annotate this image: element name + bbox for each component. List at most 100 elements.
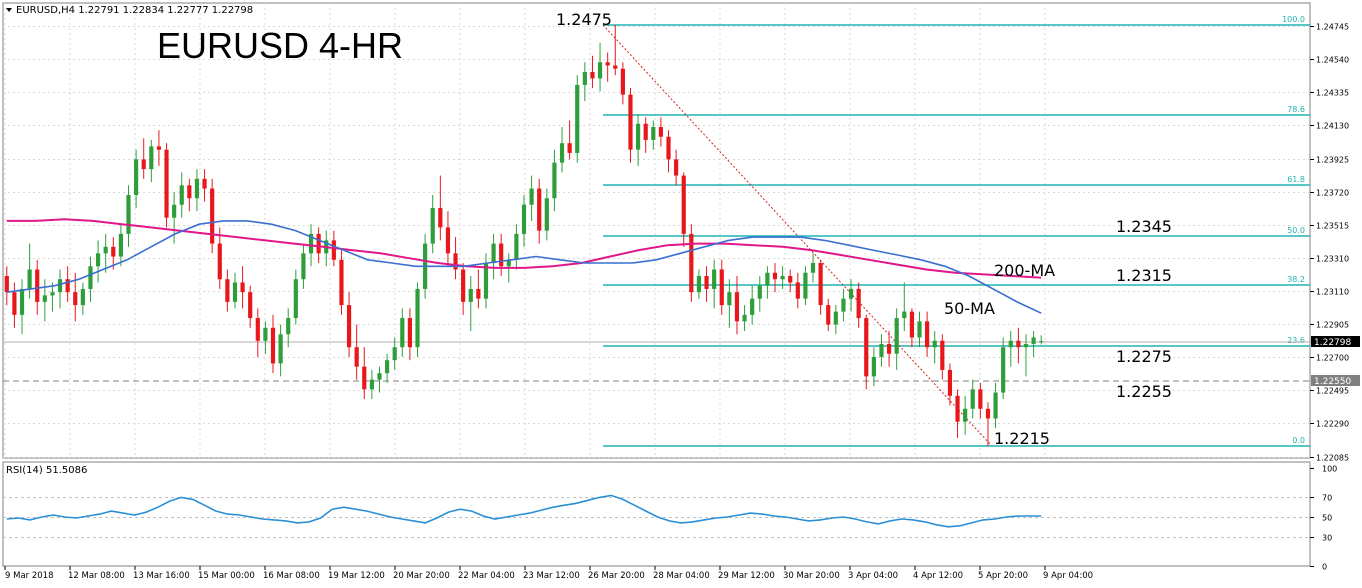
candle <box>597 42 603 92</box>
candle-body <box>339 259 344 306</box>
candle-body <box>894 318 899 354</box>
candle-body <box>362 366 367 390</box>
candle <box>864 314 869 390</box>
candle-body <box>240 282 245 293</box>
candle-body <box>848 288 854 299</box>
candle-body <box>795 282 800 299</box>
candle-body <box>871 356 876 377</box>
hline-price-tag-text: 1.22550 <box>1314 377 1351 387</box>
fib-label-100: 100.0 <box>1282 15 1305 24</box>
rsi-tick-label: 100 <box>1322 465 1337 474</box>
candle <box>742 305 747 332</box>
candle-body <box>750 298 755 315</box>
rsi-label: RSI(14) 51.5086 <box>6 465 87 476</box>
candle <box>605 52 610 82</box>
candle <box>95 240 101 283</box>
candle <box>88 256 93 302</box>
rsi-tick-label: 30 <box>1322 534 1332 543</box>
candle-body <box>521 204 527 234</box>
candle <box>362 347 367 400</box>
rsi-grid <box>3 497 1310 538</box>
candle-body <box>118 233 123 257</box>
candle <box>689 224 694 302</box>
candle-body <box>80 288 85 306</box>
candle <box>613 25 618 76</box>
candle <box>65 266 70 302</box>
candle-body <box>316 233 321 254</box>
price-tick-label: 1.22495 <box>1316 387 1349 396</box>
candle-body <box>879 343 884 357</box>
candle-body <box>415 288 420 348</box>
rsi-panel-frame <box>2 461 1311 567</box>
fibonacci-levels <box>603 24 1310 447</box>
time-tick-label: 16 Mar 08:00 <box>263 571 320 581</box>
candle <box>392 337 397 370</box>
candle <box>270 314 276 374</box>
candle-body <box>270 327 276 364</box>
candle-body <box>765 272 770 286</box>
candle-body <box>856 288 861 319</box>
candle-body <box>57 279 63 293</box>
candle-body <box>506 259 511 267</box>
candle-body <box>179 185 184 205</box>
candle <box>544 188 549 241</box>
dropdown-triangle-icon[interactable] <box>6 8 12 12</box>
candle-body <box>864 318 869 377</box>
symbol-info-text: EURUSD,H4 1.22791 1.22834 1.22777 1.2279… <box>16 5 253 16</box>
candle <box>582 62 587 102</box>
candle-body <box>438 207 443 228</box>
candle <box>156 130 162 166</box>
candle-body <box>628 94 633 150</box>
candle <box>765 266 770 299</box>
candle-body <box>1023 343 1029 348</box>
symbol-info[interactable]: EURUSD,H4 1.22791 1.22834 1.22777 1.2279… <box>6 5 253 16</box>
candle <box>567 120 572 160</box>
time-tick-label: 26 Mar 20:00 <box>588 571 645 581</box>
candle <box>590 55 595 89</box>
candle-body <box>232 282 238 302</box>
candle-body <box>635 123 641 150</box>
candle-body <box>582 71 587 85</box>
candle-body <box>499 243 504 267</box>
candle-body <box>620 68 625 95</box>
candle <box>57 269 63 309</box>
candle-body <box>95 253 101 267</box>
price-tick-label: 1.23515 <box>1316 222 1349 231</box>
candle <box>339 250 344 315</box>
candle-body <box>202 178 207 189</box>
candle-body <box>149 146 154 170</box>
candle <box>841 288 846 322</box>
candle-body <box>445 227 451 254</box>
time-tick-label: 5 Apr 20:00 <box>978 571 1028 581</box>
time-tick-label: 30 Mar 20:00 <box>783 571 840 581</box>
annotation-ma50: 50-MA <box>944 299 995 318</box>
candle <box>149 139 154 183</box>
candle <box>788 269 793 293</box>
candle <box>316 227 321 264</box>
candle-body <box>818 263 823 306</box>
fib-label-618: 61.8 <box>1287 175 1305 184</box>
candle-body <box>392 347 397 361</box>
rsi-tick-label: 0 <box>1322 563 1327 572</box>
candle <box>369 369 374 400</box>
candle <box>407 308 413 361</box>
candle-body <box>126 195 131 234</box>
candle <box>810 253 816 283</box>
price-tick-label: 1.24335 <box>1316 89 1349 98</box>
candle <box>970 379 975 419</box>
candle <box>445 211 451 267</box>
candle <box>795 272 800 309</box>
candle <box>879 334 884 367</box>
candle-body <box>689 233 694 293</box>
candle-body <box>932 340 937 348</box>
candle <box>559 127 565 173</box>
candle <box>240 266 245 309</box>
current-price-tag-box <box>1311 336 1360 347</box>
candle-body <box>491 243 496 264</box>
candle <box>848 279 854 312</box>
candle-body <box>331 240 336 260</box>
candle-body <box>917 321 922 338</box>
rsi-line <box>6 494 1042 528</box>
time-tick-label: 9 Mar 2018 <box>5 571 53 581</box>
